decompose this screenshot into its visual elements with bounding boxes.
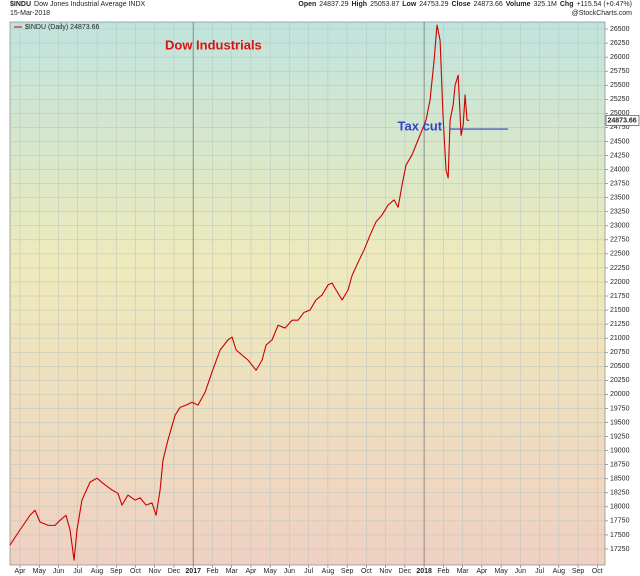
y-tick-label: 18500 — [610, 476, 630, 483]
y-tick-label: 21000 — [610, 335, 630, 342]
x-tick-label: May — [494, 568, 508, 575]
y-tick-label: 23750 — [610, 180, 630, 187]
x-tick-label: Oct — [130, 568, 141, 575]
x-tick-label: Sep — [341, 568, 354, 575]
y-tick-label: 18000 — [610, 504, 630, 511]
x-tick-label: Sep — [572, 568, 585, 575]
chart-title: Dow Industrials — [165, 37, 262, 52]
symbol-name: Dow Jones Industrial Average INDX — [34, 1, 146, 8]
y-tick-label: 21750 — [610, 293, 630, 300]
quote-value: 24753.29 — [419, 1, 449, 8]
price-marker — [605, 115, 640, 126]
price-line — [9, 24, 470, 561]
x-tick-label: Dec — [399, 568, 412, 575]
y-tick-label: 25000 — [610, 110, 630, 117]
quote-label: Low — [402, 1, 417, 8]
y-tick-label: 17250 — [610, 546, 630, 553]
y-tick-label: 24500 — [610, 138, 630, 145]
x-tick-label: Jul — [73, 568, 82, 575]
y-tick-label: 18750 — [610, 462, 630, 469]
y-tick-label: 17500 — [610, 532, 630, 539]
legend-label: $INDU (Daily) — [25, 24, 68, 31]
x-tick-label: Jun — [53, 568, 64, 575]
x-tick-label: May — [33, 568, 47, 575]
x-tick-label: Oct — [592, 568, 603, 575]
price-marker-label: 24873.66 — [608, 117, 637, 124]
source: @StockCharts.com — [571, 10, 632, 17]
plot-area — [9, 21, 606, 566]
x-tick-label: Mar — [226, 568, 239, 575]
y-tick-label: 23000 — [610, 223, 630, 230]
quote-value: 325.1M — [533, 1, 557, 8]
y-tick-label: 22500 — [610, 251, 630, 258]
x-tick-label: May — [264, 568, 278, 575]
quote-value: +115.54 (+0.47%) — [576, 1, 632, 8]
x-tick-label: Nov — [148, 568, 161, 575]
x-tick-label: Aug — [553, 568, 566, 575]
y-tick-label: 23250 — [610, 209, 630, 216]
y-tick-label: 21250 — [610, 321, 630, 328]
y-tick-label: 20000 — [610, 391, 630, 398]
y-tick-label: 23500 — [610, 195, 630, 202]
x-tick-label: Jun — [284, 568, 295, 575]
y-tick-label: 19750 — [610, 405, 630, 412]
x-tick-label: Jun — [515, 568, 526, 575]
legend-value: 24873.66 — [70, 24, 99, 31]
quote-label: Close — [451, 1, 471, 8]
quote-value: 24873.66 — [473, 1, 503, 8]
y-tick-label: 20750 — [610, 349, 630, 356]
quote-value: 25053.87 — [370, 1, 400, 8]
x-tick-label: Apr — [476, 568, 488, 575]
y-tick-label: 18250 — [610, 490, 630, 497]
y-tick-label: 19000 — [610, 447, 630, 454]
y-tick-label: 24250 — [610, 152, 630, 159]
date: 15-Mar-2018 — [10, 10, 51, 17]
symbol-header: $INDU Dow Jones Industrial Average INDX — [10, 1, 145, 8]
x-tick-label: Sep — [110, 568, 123, 575]
x-tick-label: Jul — [535, 568, 544, 575]
y-tick-label: 19250 — [610, 433, 630, 440]
x-tick-label: Jul — [304, 568, 313, 575]
x-tick-label: Apr — [245, 568, 257, 575]
y-tick-label: 21500 — [610, 307, 630, 314]
symbol: $INDU — [10, 1, 32, 8]
x-tick-label: Feb — [437, 568, 449, 575]
y-tick-label: 22750 — [610, 237, 630, 244]
x-tick-label: Aug — [91, 568, 104, 575]
y-tick-label: 24000 — [610, 166, 630, 173]
y-tick-label: 20250 — [610, 377, 630, 384]
y-tick-label: 26000 — [610, 54, 630, 61]
y-tick-label: 26250 — [610, 40, 630, 47]
quote-value: 24837.29 — [319, 1, 349, 8]
y-tick-label: 24750 — [610, 124, 630, 131]
x-tick-label: Nov — [379, 568, 392, 575]
x-tick-label: Oct — [361, 568, 372, 575]
x-tick-label: Dec — [168, 568, 181, 575]
reference-label: Tax cut — [398, 119, 443, 134]
y-tick-label: 19500 — [610, 419, 630, 426]
y-tick-label: 17750 — [610, 518, 630, 525]
y-tick-label: 25750 — [610, 68, 630, 75]
y-tick-label: 25250 — [610, 96, 630, 103]
y-tick-label: 22250 — [610, 265, 630, 272]
y-tick-label: 25500 — [610, 82, 630, 89]
quote-label: Chg — [559, 1, 574, 8]
quote-label: High — [351, 1, 368, 8]
quote-label: Volume — [505, 1, 531, 8]
x-tick-label: Apr — [15, 568, 27, 575]
quote-header: Open 24837.29 High 25053.87 Low 24753.29 Close… — [298, 1, 632, 8]
date-header: 15-Mar-2018 — [10, 10, 50, 17]
source-header: @StockCharts.com — [572, 10, 632, 17]
x-tick-label: 2018 — [416, 568, 432, 575]
x-tick-label: Aug — [322, 568, 335, 575]
y-tick-label: 26500 — [610, 26, 630, 33]
x-tick-label: 2017 — [185, 568, 201, 575]
y-tick-label: 22000 — [610, 279, 630, 286]
quote-label: Open — [298, 1, 317, 8]
x-tick-label: Mar — [457, 568, 470, 575]
x-tick-label: Feb — [206, 568, 218, 575]
y-tick-label: 20500 — [610, 363, 630, 370]
